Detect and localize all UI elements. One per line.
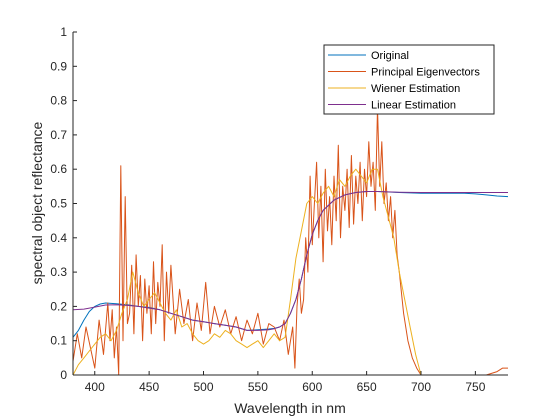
axes-layer: 400 450 500 550 600 650 700 750 0 0.1 0.2 0.3 0.4 0.5… [50,25,508,394]
series-layer [72,107,509,376]
y-tick-label: 0.3 [50,265,67,279]
x-tick-label: 600 [302,380,322,394]
y-tick-label: 0.9 [50,59,67,73]
series-line-3 [72,168,508,376]
legend: Original Principal Eigenvectors Wiener Est… [323,44,495,115]
y-tick-label: 0 [60,368,67,382]
x-tick-label: 650 [357,380,377,394]
x-tick-label: 400 [85,380,105,394]
legend-entry-1: Original [371,50,409,62]
x-tick-label: 750 [465,380,485,394]
y-axis-label: spectral object reflectance [29,121,45,284]
y-tick-label: 0.5 [50,197,67,211]
y-tick-label: 0.4 [50,231,67,245]
legend-entry-2: Principal Eigenvectors [371,67,480,79]
y-tick-label: 1 [60,25,67,39]
y-tick-label: 0.6 [50,162,67,176]
y-tick-label: 0.2 [50,299,67,313]
y-tick-label: 0.8 [50,94,67,108]
x-tick-label: 700 [411,380,431,394]
x-tick-label: 550 [248,380,268,394]
y-tick-label: 0.1 [50,334,67,348]
series-line-4 [72,191,508,331]
legend-entry-4: Linear Estimation [371,100,456,112]
x-tick-label: 450 [139,380,159,394]
x-tick-label: 500 [193,380,213,394]
y-tick-label: 0.7 [50,128,67,142]
x-axis-label: Wavelength in nm [234,400,346,416]
legend-box [323,44,495,115]
legend-entry-3: Wiener Estimation [371,83,460,95]
series-line-2 [72,107,508,376]
